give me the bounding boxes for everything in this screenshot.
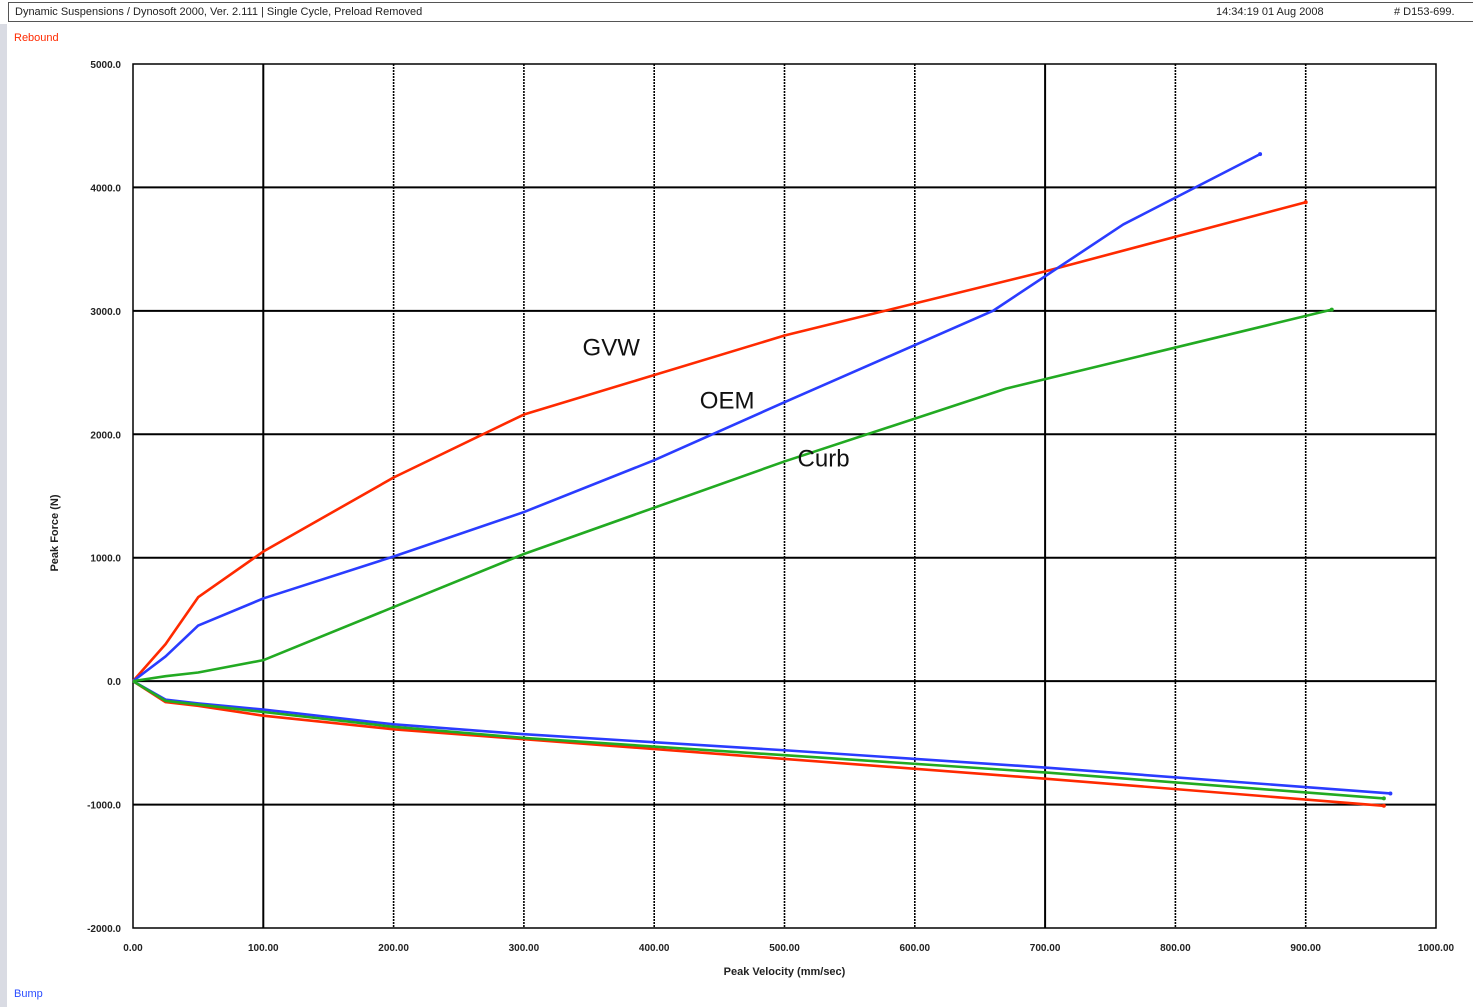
bump-label: Bump — [14, 988, 43, 1000]
x-tick-label: 500.00 — [769, 943, 800, 954]
annotation-label: OEM — [700, 387, 755, 414]
series-end-marker — [1329, 307, 1334, 312]
series-end-marker — [1381, 796, 1386, 801]
annotation-label: GVW — [583, 334, 641, 361]
header-timestamp: 14:34:19 01 Aug 2008 — [1216, 6, 1324, 18]
x-axis-label: Peak Velocity (mm/sec) — [724, 966, 846, 978]
x-tick-label: 300.00 — [509, 943, 540, 954]
y-tick-label: -2000.0 — [87, 924, 121, 935]
rebound-label: Rebound — [14, 32, 59, 44]
x-tick-label: 700.00 — [1030, 943, 1061, 954]
x-tick-labels: 0.00 100.00 200.00 300.00 400.00 500.00 600.00… — [123, 943, 1454, 954]
annotation-label: Curb — [798, 445, 850, 472]
series-line-bump — [132, 680, 1384, 808]
y-tick-labels: 5000.0 4000.0 3000.0 2000.0 1000.0 0.0 -1000.0… — [87, 60, 121, 935]
series-line-rebound — [132, 152, 1261, 683]
series-line-bump — [132, 680, 1384, 800]
y-tick-label: 2000.0 — [90, 430, 121, 441]
header-title: Dynamic Suspensions / Dynosoft 2000, Ver… — [15, 6, 423, 18]
series-line-bump — [132, 680, 1391, 795]
x-tick-label: 100.00 — [248, 943, 279, 954]
y-axis-label: Peak Force (N) — [49, 494, 61, 571]
y-tick-label: 0.0 — [107, 677, 121, 688]
series-end-marker — [1381, 803, 1386, 808]
grid — [133, 64, 1436, 928]
y-tick-label: -1000.0 — [87, 801, 121, 812]
y-tick-label: 3000.0 — [90, 307, 121, 318]
x-tick-label: 1000.00 — [1418, 943, 1455, 954]
x-tick-label: 0.00 — [123, 943, 143, 954]
series-line-rebound — [132, 200, 1307, 683]
series-line-rebound — [132, 308, 1333, 683]
series-end-marker — [1388, 791, 1393, 796]
series-end-marker — [1258, 152, 1263, 157]
series-layer — [132, 152, 1393, 808]
x-tick-label: 200.00 — [378, 943, 409, 954]
header-bar: Dynamic Suspensions / Dynosoft 2000, Ver… — [8, 2, 1473, 22]
header-test-id: # D153-699. — [1394, 6, 1455, 18]
x-tick-label: 900.00 — [1290, 943, 1321, 954]
x-tick-label: 400.00 — [639, 943, 670, 954]
y-tick-label: 4000.0 — [90, 183, 121, 194]
x-tick-label: 800.00 — [1160, 943, 1191, 954]
plot-frame — [132, 63, 1437, 929]
window-edge — [0, 24, 7, 1007]
series-end-marker — [1303, 200, 1308, 205]
x-tick-label: 600.00 — [900, 943, 931, 954]
y-tick-label: 5000.0 — [90, 60, 121, 71]
annotations: GVW OEM Curb — [583, 334, 850, 472]
y-tick-label: 1000.0 — [90, 554, 121, 565]
